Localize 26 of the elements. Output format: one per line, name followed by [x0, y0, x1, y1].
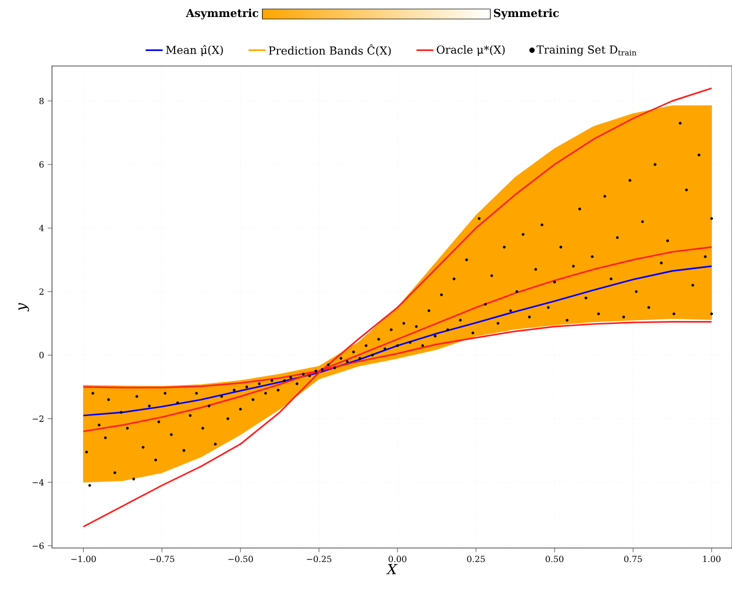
y-tick-label: 2 — [39, 288, 44, 295]
x-tick-label: 0.75 — [624, 556, 642, 562]
y-tick-label: 6 — [39, 161, 44, 168]
legend-label: Mean μ̂(X) — [166, 45, 223, 56]
x-tick-label: −1.00 — [71, 556, 96, 562]
legend-label: Prediction Bands Ĉ(X) — [268, 44, 391, 56]
legend-label: Oracle μ*(X) — [436, 45, 505, 56]
y-tick-label: −4 — [32, 479, 44, 486]
text: Symmetric — [494, 8, 559, 20]
y-tick-label: 0 — [39, 352, 44, 358]
x-axis-title: X — [386, 564, 398, 574]
x-tick-label: 0.25 — [467, 556, 485, 562]
legend-label: Training Set D$_{train}$ — [536, 45, 636, 56]
x-tick-label: −0.50 — [228, 556, 253, 562]
y-tick-label: −2 — [32, 416, 44, 422]
text: Asymmetric — [186, 8, 258, 20]
y-tick-label: 4 — [39, 224, 44, 232]
x-tick-label: 1.00 — [703, 556, 720, 562]
x-tick-label: −0.75 — [150, 556, 174, 562]
y-tick-label: 8 — [39, 98, 44, 104]
y-axis-title: y — [18, 302, 29, 312]
line-series — [82, 265, 712, 416]
x-tick-label: 0.50 — [546, 556, 564, 562]
y-tick-label: −6 — [32, 542, 44, 549]
x-tick-label: 0.00 — [388, 556, 406, 562]
x-tick-label: −0.25 — [306, 556, 332, 562]
